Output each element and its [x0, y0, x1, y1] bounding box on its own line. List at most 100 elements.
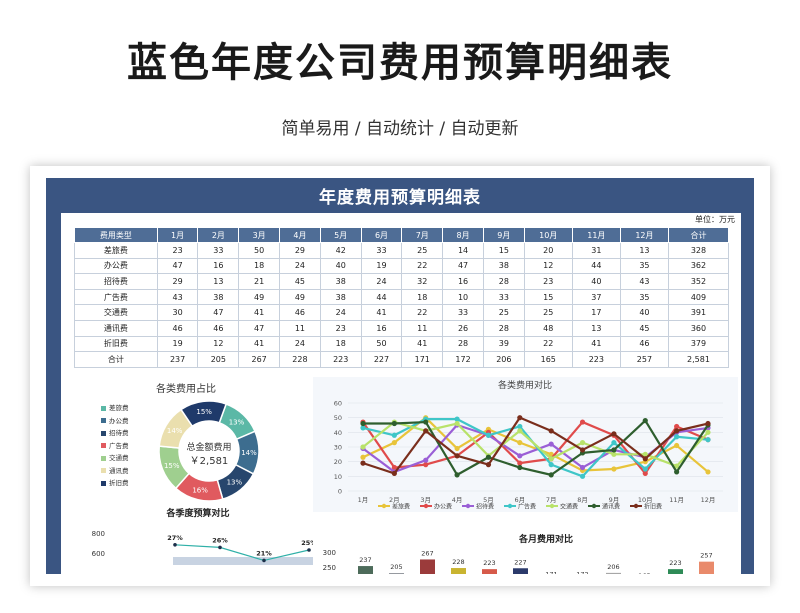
table-cell: 49 — [279, 288, 321, 306]
data-label: 206 — [607, 563, 619, 571]
data-point — [391, 440, 397, 446]
page-title: 蓝色年度公司费用预算明细表 — [127, 40, 673, 86]
table-cell: 12 — [523, 257, 573, 275]
data-point — [642, 470, 648, 476]
data-point — [218, 545, 222, 550]
data-point — [705, 437, 711, 443]
data-point — [454, 453, 460, 459]
series-line — [363, 419, 709, 476]
table-cell: 206 — [482, 351, 525, 368]
quarter-line — [174, 544, 310, 562]
data-point — [307, 548, 311, 552]
slice-label: 16% — [192, 486, 208, 494]
table-cell: 48 — [523, 319, 573, 337]
data-point — [391, 432, 397, 438]
table-cell: 362 — [667, 257, 730, 275]
table-cell: 16 — [197, 257, 240, 275]
data-point — [642, 456, 648, 462]
data-point — [360, 420, 366, 427]
column-header: 4月 — [279, 227, 321, 243]
table-cell: 19 — [360, 257, 403, 275]
table-cell: 409 — [667, 288, 730, 306]
table-cell: 13 — [571, 319, 621, 337]
series-line — [362, 420, 709, 475]
table-cell: 41 — [238, 335, 281, 353]
data-point — [454, 420, 460, 427]
x-tick-label: 4月 — [452, 496, 463, 504]
data-point — [423, 457, 429, 463]
table-cell: 15 — [523, 288, 573, 306]
column-header: 10月 — [523, 227, 573, 243]
table-cell: 13 — [619, 242, 669, 259]
x-tick-label: 7月 — [546, 496, 557, 504]
legend-swatch — [101, 468, 106, 474]
data-point — [674, 428, 680, 434]
row-label: 招待费 — [74, 273, 158, 290]
x-tick-label: 6月 — [514, 496, 525, 504]
table-cell: 2,581 — [667, 351, 730, 368]
data-label: 21% — [256, 549, 272, 557]
table-cell: 44 — [360, 288, 403, 306]
data-point — [579, 440, 586, 446]
legend-item: 通讯费 — [101, 465, 129, 478]
bar-top — [173, 557, 313, 565]
table-cell: 18 — [401, 288, 444, 306]
legend-label: 交通费 — [560, 503, 578, 511]
legend-marker — [423, 503, 429, 509]
slice-label: 14% — [167, 427, 183, 435]
table-row: 广告费 43 38 49 49 38 44 18 10 33 15 37 35 409 — [74, 288, 730, 306]
data-point — [517, 464, 523, 471]
table-cell: 172 — [442, 351, 484, 368]
legend-label: 招待费 — [109, 429, 129, 437]
legend-item: 办公费 — [101, 415, 129, 428]
data-label: 257 — [700, 552, 712, 560]
row-label: 折旧费 — [74, 335, 158, 353]
table-cell: 38 — [197, 288, 240, 306]
data-point — [611, 431, 617, 437]
data-point — [674, 463, 680, 469]
column-header: 6月 — [360, 227, 403, 243]
table-cell: 47 — [238, 319, 281, 337]
legend-marker — [465, 503, 471, 509]
bar — [606, 572, 621, 574]
data-point — [485, 432, 492, 438]
table-cell: 28 — [442, 335, 484, 353]
bar — [358, 566, 373, 574]
data-point — [611, 447, 617, 453]
table-cell: 22 — [401, 257, 444, 275]
data-label: 27% — [167, 534, 183, 542]
legend-marker — [549, 503, 555, 509]
table-row: 招待费 29 13 21 45 38 24 32 16 28 23 40 43 352 — [74, 273, 730, 290]
table-cell: 16 — [360, 319, 403, 337]
x-tick-label: 1月 — [358, 496, 369, 504]
column-header: 9月 — [482, 227, 525, 243]
table-cell: 23 — [156, 242, 199, 259]
data-point — [548, 428, 554, 434]
table-cell: 227 — [360, 351, 403, 368]
legend-label: 招待费 — [476, 503, 494, 511]
unit-label: 单位：万元 — [695, 215, 735, 224]
table-cell: 31 — [571, 242, 621, 259]
data-point — [579, 473, 586, 479]
data-point — [262, 558, 266, 563]
slice-label: 14% — [241, 449, 257, 457]
table-cell: 46 — [619, 335, 669, 353]
table-cell: 379 — [667, 335, 730, 353]
data-point — [360, 460, 366, 466]
table-cell: 40 — [571, 273, 621, 290]
table-cell: 18 — [238, 257, 281, 275]
legend-swatch — [101, 405, 106, 411]
legend-item: 差旅费 — [101, 402, 129, 415]
legend-item: 交通费 — [101, 452, 129, 465]
legend-item: 广告费 — [101, 440, 129, 453]
data-point — [517, 423, 523, 430]
table-cell: 12 — [197, 335, 240, 353]
table-cell: 33 — [482, 288, 525, 306]
y-tick-label: 800 — [92, 530, 105, 538]
series-line — [362, 420, 709, 468]
table-cell: 18 — [319, 335, 362, 353]
table-cell: 391 — [667, 304, 730, 321]
table-cell: 43 — [156, 288, 199, 306]
data-point — [579, 447, 586, 453]
column-header: 1月 — [156, 227, 199, 243]
